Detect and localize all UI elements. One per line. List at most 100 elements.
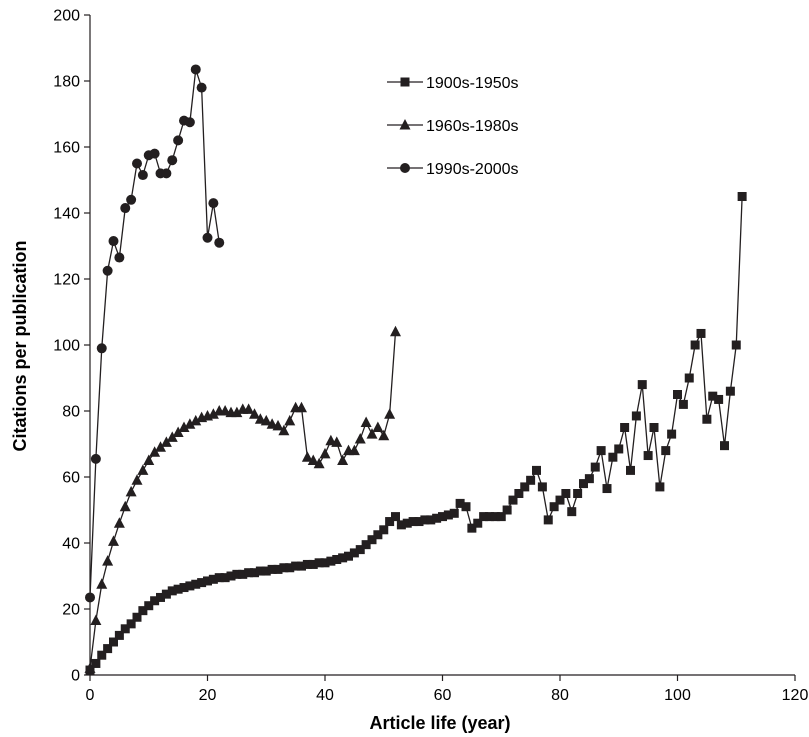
data-point [355, 545, 365, 555]
data-point [360, 416, 372, 428]
data-point [249, 408, 260, 419]
data-point [278, 424, 290, 436]
data-point [391, 512, 400, 522]
legend-item: 1990s-2000s [387, 161, 519, 178]
data-point [214, 237, 225, 248]
legend-marker [400, 77, 410, 87]
legend-item: 1900s-1950s [387, 75, 519, 92]
data-point [372, 421, 384, 432]
data-point [196, 82, 207, 93]
y-axis-title: Citations per publication [10, 240, 30, 451]
data-point [126, 619, 136, 629]
data-point [567, 507, 577, 517]
data-point [402, 518, 412, 528]
data-point [384, 408, 396, 419]
data-point [354, 433, 366, 444]
data-point [137, 170, 148, 181]
data-point [467, 523, 477, 533]
data-point [131, 474, 143, 485]
legend-label: 1960s-1980s [426, 118, 519, 135]
data-point [702, 414, 712, 424]
data-point [473, 518, 483, 528]
series-line [89, 196, 743, 671]
data-point [190, 414, 202, 426]
data-point [714, 394, 724, 404]
data-point [296, 401, 307, 413]
y-tick-label: 40 [62, 536, 80, 553]
y-tick-label: 160 [53, 140, 80, 157]
data-point [125, 485, 137, 497]
data-point [167, 586, 177, 596]
x-tick-label: 100 [664, 687, 691, 704]
data-point [385, 517, 395, 527]
data-point [132, 612, 142, 622]
data-point [114, 252, 125, 263]
data-point [420, 515, 430, 525]
data-point [255, 566, 265, 576]
data-point [379, 525, 389, 535]
data-point [143, 454, 155, 465]
data-point [338, 553, 348, 563]
y-tick-label: 180 [53, 74, 80, 91]
data-point [90, 453, 101, 464]
data-point [302, 559, 312, 569]
data-point [91, 658, 101, 668]
data-point [173, 135, 184, 146]
data-point [590, 462, 600, 472]
data-point [184, 418, 196, 429]
data-point [267, 564, 277, 574]
x-tick-label: 0 [86, 687, 95, 704]
data-point [479, 512, 489, 522]
data-point [108, 236, 119, 247]
series-circle [85, 64, 225, 603]
legend-marker [399, 119, 411, 130]
data-point [96, 343, 107, 354]
data-point [443, 510, 453, 520]
data-point [314, 558, 324, 568]
data-point [708, 391, 718, 401]
data-point [378, 429, 390, 441]
data-point [348, 444, 360, 456]
data-point [120, 624, 130, 634]
data-point [279, 563, 289, 573]
x-tick-label: 60 [434, 687, 452, 704]
data-point [331, 436, 343, 447]
data-point [172, 426, 184, 437]
data-point [696, 328, 706, 338]
x-tick-label: 80 [551, 687, 569, 704]
data-point [155, 441, 166, 452]
data-point [449, 508, 459, 518]
data-point [390, 325, 401, 337]
data-point [678, 399, 688, 409]
data-point [655, 482, 665, 492]
data-point [119, 500, 131, 512]
data-point [132, 158, 142, 169]
data-point [108, 535, 119, 546]
data-point [631, 411, 641, 421]
data-point [161, 589, 171, 599]
data-point [514, 489, 524, 498]
data-point [349, 548, 359, 558]
data-point [178, 421, 190, 432]
x-axis-title: Article life (year) [369, 713, 510, 733]
data-point [231, 406, 243, 418]
data-point [367, 535, 377, 545]
data-point [313, 457, 325, 469]
data-point [731, 340, 741, 350]
data-point [684, 373, 694, 383]
data-point [190, 64, 201, 75]
data-point [285, 563, 295, 573]
data-point [496, 512, 506, 522]
legend-label: 1900s-1950s [426, 75, 519, 92]
data-point [109, 637, 118, 647]
data-point [138, 606, 148, 616]
y-tick-label: 20 [62, 602, 80, 619]
data-point [673, 390, 682, 399]
data-point [614, 444, 624, 454]
data-point [150, 596, 160, 606]
data-point [307, 454, 319, 465]
data-point [537, 482, 547, 492]
data-point [549, 502, 559, 512]
data-point [432, 513, 442, 523]
data-point [373, 530, 383, 540]
